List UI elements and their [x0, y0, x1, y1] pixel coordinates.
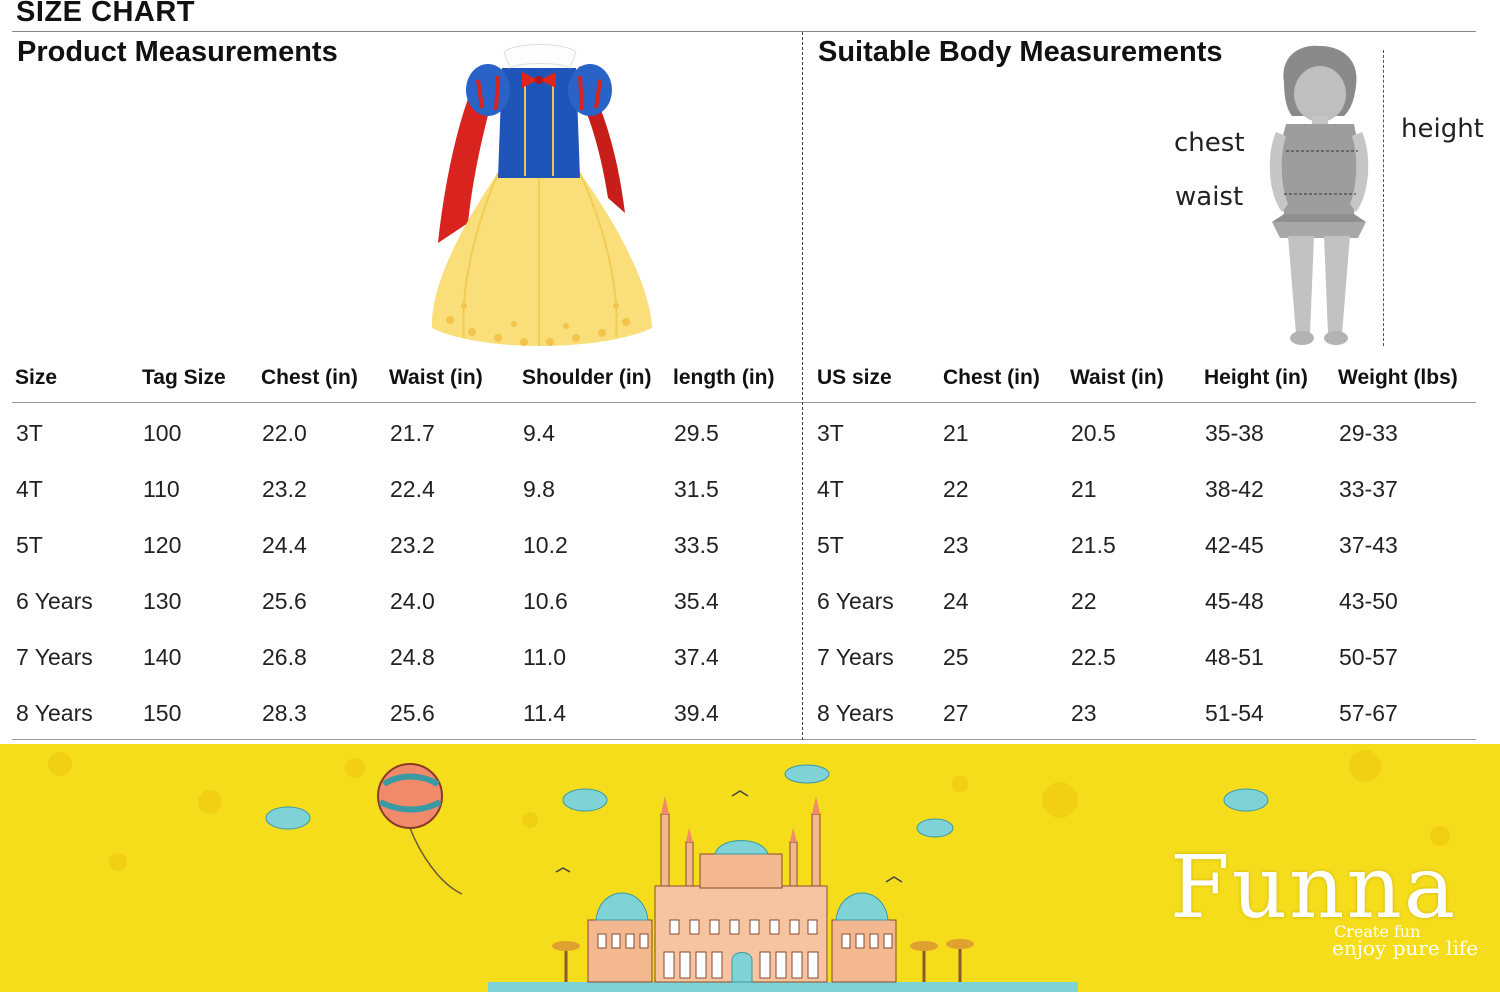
product-cell-waist: 21.7 [390, 420, 435, 446]
col-header-length: length (in) [673, 366, 775, 389]
body-cell-us-size: 5T [817, 532, 844, 558]
product-cell-size: 5T [16, 532, 43, 558]
body-cell-us-size: 7 Years [817, 644, 894, 670]
product-cell-length: 31.5 [674, 476, 719, 502]
col-header-shoulder: Shoulder (in) [522, 366, 652, 389]
brand-banner [0, 744, 1500, 992]
product-cell-chest: 22.0 [262, 420, 307, 446]
product-cell-shoulder: 10.6 [523, 588, 568, 614]
body-cell-weight: 50-57 [1339, 644, 1398, 670]
product-cell-tag-size: 100 [143, 420, 182, 446]
product-cell-waist: 25.6 [390, 700, 435, 726]
bottom-rule [12, 739, 1476, 740]
brand-tagline-1: Create fun [1334, 922, 1421, 941]
body-cell-waist: 22 [1071, 588, 1097, 614]
product-cell-chest: 24.4 [262, 532, 307, 558]
banner-artwork [48, 750, 1450, 992]
dress-illustration [431, 44, 652, 346]
product-cell-waist: 24.0 [390, 588, 435, 614]
body-cell-height: 38-42 [1205, 476, 1264, 502]
body-cell-height: 48-51 [1205, 644, 1264, 670]
body-cell-height: 51-54 [1205, 700, 1264, 726]
product-cell-chest: 26.8 [262, 644, 307, 670]
product-cell-length: 33.5 [674, 532, 719, 558]
body-cell-chest: 25 [943, 644, 969, 670]
waist-label: waist [1175, 182, 1244, 212]
body-cell-waist: 23 [1071, 700, 1097, 726]
product-cell-tag-size: 120 [143, 532, 182, 558]
col-header-tag-size: Tag Size [142, 366, 226, 389]
product-cell-length: 29.5 [674, 420, 719, 446]
product-cell-chest: 28.3 [262, 700, 307, 726]
product-cell-waist: 23.2 [390, 532, 435, 558]
product-cell-length: 35.4 [674, 588, 719, 614]
size-chart-title: SIZE CHART [16, 0, 195, 28]
header-rule [12, 402, 1476, 403]
body-cell-chest: 22 [943, 476, 969, 502]
col-header-chest: Chest (in) [261, 366, 358, 389]
body-cell-chest: 27 [943, 700, 969, 726]
product-cell-length: 37.4 [674, 644, 719, 670]
top-rule [12, 31, 1476, 32]
product-cell-size: 4T [16, 476, 43, 502]
col-header-body-chest: Chest (in) [943, 366, 1040, 389]
product-cell-tag-size: 110 [143, 476, 180, 502]
col-header-height: Height (in) [1204, 366, 1308, 389]
col-header-weight: Weight (lbs) [1338, 366, 1458, 389]
product-cell-chest: 25.6 [262, 588, 307, 614]
body-cell-chest: 21 [943, 420, 969, 446]
product-cell-shoulder: 9.4 [523, 420, 555, 446]
body-cell-us-size: 3T [817, 420, 844, 446]
body-cell-waist: 21.5 [1071, 532, 1116, 558]
body-cell-waist: 22.5 [1071, 644, 1116, 670]
body-cell-height: 42-45 [1205, 532, 1264, 558]
product-measurements-heading: Product Measurements [17, 36, 338, 68]
height-dashed-line [1383, 50, 1384, 346]
body-cell-weight: 29-33 [1339, 420, 1398, 446]
child-body-figure [1269, 45, 1369, 345]
product-cell-length: 39.4 [674, 700, 719, 726]
product-cell-shoulder: 11.0 [523, 644, 567, 670]
product-cell-chest: 23.2 [262, 476, 307, 502]
product-cell-size: 7 Years [16, 644, 93, 670]
product-cell-tag-size: 140 [143, 644, 182, 670]
product-cell-size: 3T [16, 420, 43, 446]
product-cell-waist: 24.8 [390, 644, 435, 670]
col-header-size: Size [15, 366, 58, 389]
height-label: height [1401, 114, 1484, 144]
chest-label: chest [1174, 128, 1245, 158]
product-cell-size: 6 Years [16, 588, 93, 614]
body-cell-waist: 21 [1071, 476, 1097, 502]
product-cell-tag-size: 150 [143, 700, 182, 726]
section-divider [802, 32, 803, 740]
body-cell-us-size: 6 Years [817, 588, 894, 614]
body-cell-weight: 43-50 [1339, 588, 1398, 614]
body-cell-weight: 33-37 [1339, 476, 1398, 502]
body-cell-waist: 20.5 [1071, 420, 1116, 446]
col-header-us-size: US size [817, 366, 892, 389]
body-cell-weight: 57-67 [1339, 700, 1398, 726]
body-measurements-heading: Suitable Body Measurements [818, 36, 1223, 68]
product-cell-shoulder: 10.2 [523, 532, 568, 558]
body-cell-weight: 37-43 [1339, 532, 1398, 558]
product-cell-size: 8 Years [16, 700, 93, 726]
product-cell-shoulder: 11.4 [523, 700, 567, 726]
col-header-waist: Waist (in) [389, 366, 483, 389]
body-cell-chest: 24 [943, 588, 969, 614]
body-cell-height: 35-38 [1205, 420, 1264, 446]
product-cell-tag-size: 130 [143, 588, 182, 614]
body-cell-us-size: 8 Years [817, 700, 894, 726]
product-cell-waist: 22.4 [390, 476, 435, 502]
body-cell-chest: 23 [943, 532, 969, 558]
body-cell-us-size: 4T [817, 476, 844, 502]
product-cell-shoulder: 9.8 [523, 476, 555, 502]
body-cell-height: 45-48 [1205, 588, 1264, 614]
brand-logo: Funna [1170, 838, 1458, 938]
col-header-body-waist: Waist (in) [1070, 366, 1164, 389]
brand-tagline-2: enjoy pure life [1332, 936, 1479, 960]
